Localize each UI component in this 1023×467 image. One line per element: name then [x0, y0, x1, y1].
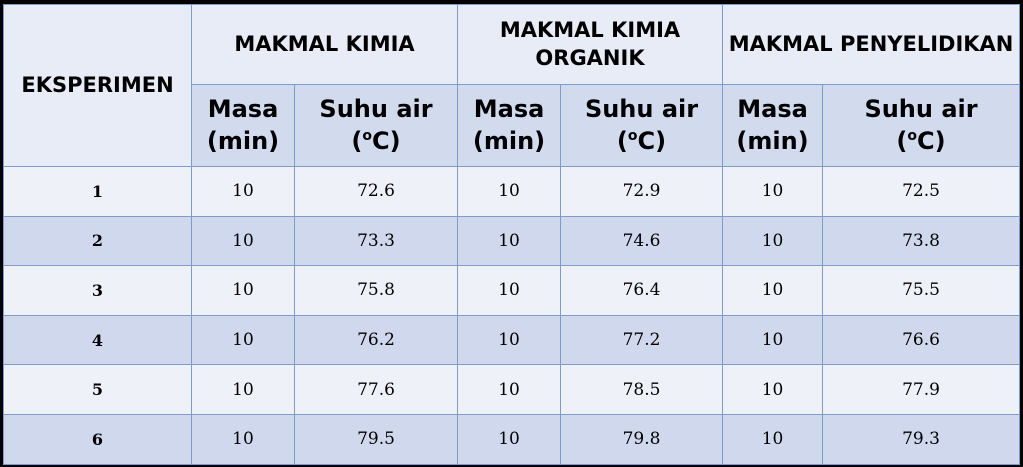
organik-suhu-cell: 79.8 — [560, 413, 724, 465]
penyelidikan-suhu-cell: 72.5 — [822, 166, 1021, 217]
table-row: 2 10 73.3 10 74.6 10 73.8 — [3, 215, 1021, 267]
kimia-suhu-cell: 75.8 — [293, 265, 459, 316]
penyelidikan-suhu-cell: 79.3 — [822, 413, 1021, 465]
table-row: 4 10 76.2 10 77.2 10 76.6 — [3, 314, 1021, 366]
organik-masa-cell: 10 — [457, 265, 562, 316]
kimia-suhu-cell: 77.6 — [293, 364, 459, 415]
penyelidikan-masa-cell: 10 — [722, 265, 824, 316]
kimia-suhu-cell: 76.2 — [293, 314, 459, 366]
table-row: 3 10 75.8 10 76.4 10 75.5 — [3, 265, 1021, 316]
kimia-suhu-cell: 79.5 — [293, 413, 459, 465]
kimia-masa-cell: 10 — [191, 166, 295, 217]
experiment-header: EKSPERIMEN — [3, 4, 192, 167]
organik-suhu-cell: 72.9 — [560, 166, 724, 217]
penyelidikan-suhu-cell: 75.5 — [822, 265, 1021, 316]
suhu-header: Suhu air (oC) — [293, 84, 459, 167]
lab-header-kimia-organik: MAKMAL KIMIA ORGANIK — [457, 4, 724, 85]
organik-masa-cell: 10 — [457, 215, 562, 267]
experiment-number: 4 — [3, 314, 192, 366]
penyelidikan-suhu-cell: 73.8 — [822, 215, 1021, 267]
lab-header-kimia: MAKMAL KIMIA — [190, 4, 459, 85]
kimia-masa-cell: 10 — [191, 314, 295, 366]
experiment-data-table: EKSPERIMEN MAKMAL KIMIA MAKMAL KIMIA ORG… — [3, 4, 1021, 465]
experiment-number: 5 — [3, 364, 192, 415]
kimia-suhu-cell: 72.6 — [293, 166, 459, 217]
kimia-masa-cell: 10 — [191, 265, 295, 316]
penyelidikan-suhu-cell: 77.9 — [822, 364, 1021, 415]
penyelidikan-suhu-cell: 76.6 — [822, 314, 1021, 366]
suhu-header: Suhu air (oC) — [822, 84, 1021, 167]
penyelidikan-masa-cell: 10 — [722, 166, 824, 217]
experiment-number: 6 — [3, 413, 192, 465]
kimia-suhu-cell: 73.3 — [293, 215, 459, 267]
experiment-number: 2 — [3, 215, 192, 267]
organik-masa-cell: 10 — [457, 364, 562, 415]
organik-masa-cell: 10 — [457, 413, 562, 465]
table-row: 1 10 72.6 10 72.9 10 72.5 — [3, 166, 1021, 217]
table-row: 6 10 79.5 10 79.8 10 79.3 — [3, 413, 1021, 465]
masa-header: Masa (min) — [722, 84, 824, 167]
penyelidikan-masa-cell: 10 — [722, 364, 824, 415]
organik-suhu-cell: 77.2 — [560, 314, 724, 366]
organik-suhu-cell: 76.4 — [560, 265, 724, 316]
experiment-number: 1 — [3, 166, 192, 217]
kimia-masa-cell: 10 — [191, 413, 295, 465]
kimia-masa-cell: 10 — [191, 364, 295, 415]
kimia-masa-cell: 10 — [191, 215, 295, 267]
organik-suhu-cell: 74.6 — [560, 215, 724, 267]
organik-suhu-cell: 78.5 — [560, 364, 724, 415]
masa-header: Masa (min) — [457, 84, 562, 167]
organik-masa-cell: 10 — [457, 314, 562, 366]
header-row-labs: EKSPERIMEN MAKMAL KIMIA MAKMAL KIMIA ORG… — [3, 4, 1021, 167]
experiment-number: 3 — [3, 265, 192, 316]
lab-header-penyelidikan: MAKMAL PENYELIDIKAN — [722, 4, 1021, 85]
header-row-measures: Masa (min) Suhu air (oC) Masa (min) Suhu ai… — [4, 84, 1021, 167]
organik-masa-cell: 10 — [457, 166, 562, 217]
table-row: 5 10 77.6 10 78.5 10 77.9 — [3, 364, 1021, 415]
suhu-header: Suhu air (oC) — [560, 84, 724, 167]
penyelidikan-masa-cell: 10 — [722, 413, 824, 465]
penyelidikan-masa-cell: 10 — [722, 215, 824, 267]
masa-header: Masa (min) — [191, 84, 295, 167]
penyelidikan-masa-cell: 10 — [722, 314, 824, 366]
